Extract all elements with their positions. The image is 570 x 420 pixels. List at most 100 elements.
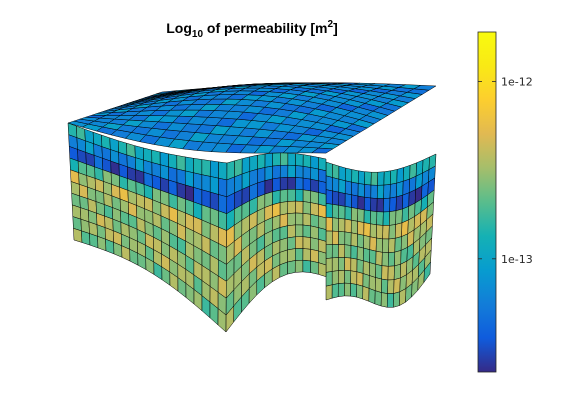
grid-cell [387,265,395,281]
grid-cell [310,178,319,193]
grid-cell [380,292,388,308]
grid-cell [184,156,194,174]
grid-cell [325,189,333,205]
grid-cell [337,282,345,297]
grid-cell [350,257,358,273]
grid-cell [387,279,395,294]
grid-cell [344,270,352,284]
grid-cell [287,152,296,166]
grid-cell [302,236,311,250]
grid-cell [318,168,327,183]
grid-cell [209,160,219,179]
grid-cell [193,172,203,191]
grid-cell [325,244,333,259]
grid-cell [413,85,437,91]
grid-cell [356,246,364,262]
grid-cell [209,176,219,195]
grid-cell [272,177,281,193]
grid-cell [338,205,346,220]
grid-cell [376,224,384,240]
grid-cell [295,165,304,179]
grid-cell [375,237,383,253]
grid-cell [381,252,389,267]
grid-cell [388,238,396,253]
grid-cell [376,211,384,226]
colorbar-gradient [478,32,496,372]
grid-cell [279,213,288,228]
grid-cell [287,236,296,251]
grid-cell [302,224,311,238]
grid-cell [302,177,311,192]
colorbar-tick-label: 1e-12 [501,75,533,88]
grid-cell [338,165,346,182]
grid-cell [396,167,404,184]
grid-cell [295,153,304,167]
grid-cell [332,190,340,206]
grid-cell [382,225,390,240]
grid-cell [394,250,402,267]
grid-cell [351,207,359,222]
grid-cell [356,271,364,287]
grid-cell [279,177,289,191]
grid-cell [344,257,352,272]
colorbar-ticks: 1e-12 1e-13 [478,75,533,266]
grid-cell [295,189,304,202]
grid-cell [376,184,385,199]
grid-cell [325,257,333,273]
grid-cell [369,249,377,265]
grid-cell [226,160,235,181]
grid-cell [295,236,304,249]
grid-cell [302,201,311,215]
title-subscript: 10 [192,29,204,40]
colorbar-tick-label: 1e-13 [501,253,533,266]
grid-cell [302,248,311,262]
grid-cell [381,265,389,281]
grid-cell [390,169,398,185]
grid-cell [302,259,311,273]
grid-cell [389,210,397,226]
grid-cell [338,191,346,207]
grid-cell [294,259,304,273]
grid-cell [338,244,346,258]
grid-cell [287,260,296,275]
grid-cell [193,158,203,175]
grid-cell [357,221,365,236]
grid-cell [272,189,281,205]
grid-cell [302,189,311,203]
grid-cell [344,180,352,196]
grid-cell [310,249,319,263]
grid-cell [280,152,289,166]
grid-cell [351,194,359,209]
grid-cell [350,245,358,260]
grid-cell [159,151,169,168]
grid-cell [368,275,376,291]
grid-cell [279,261,288,278]
grid-cell [374,277,382,293]
grid-cell [279,164,289,179]
grid-cell [350,219,358,235]
grid-cell [218,177,228,198]
grid-cell [331,283,339,299]
grid-cell [318,180,327,195]
grid-cell [351,169,359,184]
grid-cell [318,192,327,207]
grid-cell [370,171,379,186]
grid-cell [369,236,377,252]
grid-cell [402,165,411,182]
grid-cell [369,223,377,239]
title-superscript: 2 [328,19,334,30]
grid-cell [176,155,186,172]
grid-cell [272,165,281,180]
grid-cell [295,224,304,238]
colorbar-frame [477,31,497,373]
grid-cell [295,212,304,226]
grid-cell [184,170,194,188]
grid-cell [310,225,319,240]
grid-cell [325,230,333,246]
grid-cell [81,230,91,246]
grid-cell [310,155,319,170]
grid-cell [338,178,346,194]
grid-cell [357,233,365,249]
grid-cell [295,248,304,261]
